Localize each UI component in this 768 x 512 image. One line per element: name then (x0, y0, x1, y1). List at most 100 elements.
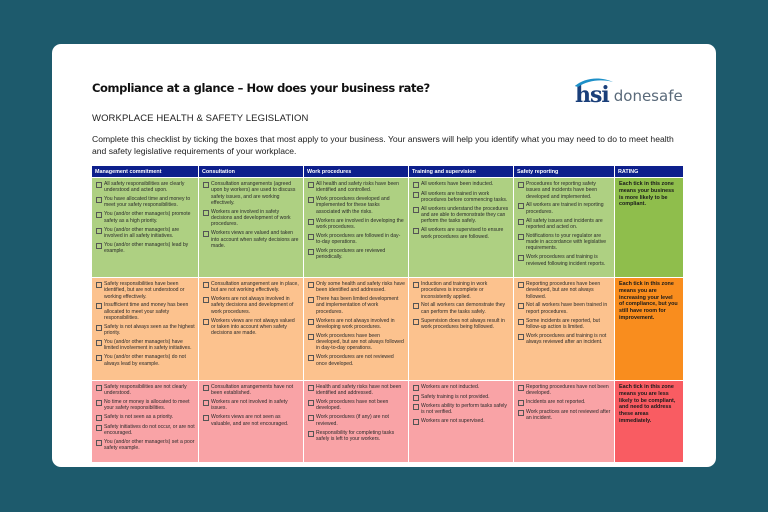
checklist-item[interactable]: Safety is not seen as a priority. (96, 414, 195, 422)
checkbox[interactable] (413, 404, 419, 411)
checkbox[interactable] (96, 385, 102, 391)
checkbox[interactable] (518, 333, 524, 340)
checklist-item[interactable]: Responsibility for completing tasks safe… (308, 430, 405, 443)
checklist-item[interactable]: All safety issues and incidents are repo… (518, 218, 611, 231)
checkbox[interactable] (308, 415, 314, 422)
checklist-item[interactable]: Work practices are not reviewed after an… (518, 409, 611, 422)
checkbox[interactable] (413, 394, 419, 401)
checkbox[interactable] (203, 297, 209, 304)
checklist-item[interactable]: Notifications to your regulator are made… (518, 233, 611, 252)
checklist-item[interactable]: Work procedures have not been developed. (308, 399, 405, 412)
checklist-item[interactable]: Work procedures and training is not alwa… (518, 333, 611, 346)
checklist-item[interactable]: You (and/or other manager/s) do not alwa… (96, 354, 195, 367)
checklist-item[interactable]: Some incidents are reported, but follow-… (518, 318, 611, 331)
checkbox[interactable] (96, 400, 102, 407)
checklist-item[interactable]: You (and/or other manager/s) have limite… (96, 339, 195, 352)
checkbox[interactable] (203, 282, 209, 288)
checkbox[interactable] (96, 424, 102, 431)
checklist-item[interactable]: Workers are not always involved in devel… (308, 318, 405, 331)
checkbox[interactable] (308, 282, 314, 288)
checkbox[interactable] (413, 282, 419, 288)
checklist-item[interactable]: All safety responsibilities are clearly … (96, 181, 195, 194)
checkbox[interactable] (96, 303, 102, 310)
checklist-item[interactable]: All health and safety risks have been id… (308, 181, 405, 194)
checklist-item[interactable]: Workers are involved in safety decisions… (203, 209, 300, 228)
checklist-item[interactable]: Safety is not always seen as the highest… (96, 324, 195, 337)
checklist-item[interactable]: Reporting procedures have been developed… (518, 281, 611, 300)
checklist-item[interactable]: Consultation arrangement are in place, b… (203, 281, 300, 294)
checkbox[interactable] (96, 242, 102, 249)
checklist-item[interactable]: Workers are involved in developing the w… (308, 218, 405, 231)
checkbox[interactable] (308, 355, 314, 362)
checkbox[interactable] (518, 385, 524, 391)
checkbox[interactable] (96, 212, 102, 219)
checklist-item[interactable]: All workers are trained in reporting pro… (518, 202, 611, 215)
checkbox[interactable] (96, 227, 102, 234)
checkbox[interactable] (96, 324, 102, 331)
checkbox[interactable] (203, 182, 209, 188)
checkbox[interactable] (96, 197, 102, 204)
checklist-item[interactable]: Workers are not involved in safety issue… (203, 399, 300, 412)
checkbox[interactable] (308, 249, 314, 256)
checklist-item[interactable]: All workers are supervised to ensure wor… (413, 227, 510, 240)
checklist-item[interactable]: Insufficient time and money has been all… (96, 302, 195, 321)
checklist-item[interactable]: Incidents are not reported. (518, 399, 611, 407)
checkbox[interactable] (203, 415, 209, 422)
checkbox[interactable] (518, 203, 524, 210)
checklist-item[interactable]: Work procedures are not reviewed once de… (308, 354, 405, 367)
checklist-item[interactable]: You (and/or other manager/s) are involve… (96, 227, 195, 240)
checklist-item[interactable]: You (and/or other manager/s) set a poor … (96, 439, 195, 452)
checkbox[interactable] (308, 182, 314, 188)
checklist-item[interactable]: Workers are not supervised. (413, 418, 510, 426)
checklist-item[interactable]: Safety initiatives do not occur, or are … (96, 424, 195, 437)
checklist-item[interactable]: Only some health and safety risks have b… (308, 281, 405, 294)
checklist-item[interactable]: Not all workers can demonstrate they can… (413, 302, 510, 315)
checklist-item[interactable]: Work procedures are followed in day-to-d… (308, 233, 405, 246)
checkbox[interactable] (308, 297, 314, 304)
checkbox[interactable] (203, 385, 209, 391)
checklist-item[interactable]: Not all workers have been trained in rep… (518, 302, 611, 315)
checkbox[interactable] (413, 303, 419, 310)
checklist-item[interactable]: Health and safety risks have not been id… (308, 384, 405, 397)
checkbox[interactable] (518, 182, 524, 188)
checklist-item[interactable]: You (and/or other manager/s) lead by exa… (96, 242, 195, 255)
checklist-item[interactable]: There has been limited development and i… (308, 296, 405, 315)
checklist-item[interactable]: Consultation arrangements (agreed upon b… (203, 181, 300, 206)
checkbox[interactable] (96, 340, 102, 347)
checkbox[interactable] (518, 409, 524, 416)
checklist-item[interactable]: All workers have been inducted. (413, 181, 510, 188)
checkbox[interactable] (518, 318, 524, 325)
checklist-item[interactable]: No time or money is allocated to meet yo… (96, 399, 195, 412)
checkbox[interactable] (308, 385, 314, 391)
checkbox[interactable] (96, 415, 102, 422)
checkbox[interactable] (308, 233, 314, 240)
checkbox[interactable] (308, 430, 314, 437)
checkbox[interactable] (203, 400, 209, 407)
checklist-item[interactable]: Work procedures are reviewed periodicall… (308, 248, 405, 261)
checklist-item[interactable]: Workers views are not seen as valuable, … (203, 414, 300, 427)
checkbox[interactable] (308, 197, 314, 204)
checkbox[interactable] (518, 303, 524, 310)
checklist-item[interactable]: You (and/or other manager/s) promote saf… (96, 211, 195, 224)
checkbox[interactable] (96, 282, 102, 288)
checkbox[interactable] (203, 318, 209, 325)
checklist-item[interactable]: Workers ability to perform tasks safely … (413, 403, 510, 416)
checklist-item[interactable]: Work procedures and training is reviewed… (518, 254, 611, 267)
checkbox[interactable] (518, 218, 524, 225)
checkbox[interactable] (413, 419, 419, 426)
checklist-item[interactable]: Work procedures developed and implemente… (308, 196, 405, 215)
checkbox[interactable] (96, 355, 102, 362)
checklist-item[interactable]: Workers views are not always valued or t… (203, 318, 300, 337)
checkbox[interactable] (518, 255, 524, 262)
checkbox[interactable] (96, 440, 102, 447)
checklist-item[interactable]: All workers understand the procedures an… (413, 206, 510, 225)
checkbox[interactable] (203, 231, 209, 238)
checklist-item[interactable]: You have allocated time and money to mee… (96, 196, 195, 209)
checkbox[interactable] (413, 206, 419, 213)
checkbox[interactable] (203, 209, 209, 216)
checklist-item[interactable]: Induction and training in work procedure… (413, 281, 510, 300)
checklist-item[interactable]: Procedures for reporting safety issues a… (518, 181, 611, 200)
checkbox[interactable] (308, 218, 314, 225)
checkbox[interactable] (413, 182, 419, 188)
checkbox[interactable] (308, 333, 314, 340)
